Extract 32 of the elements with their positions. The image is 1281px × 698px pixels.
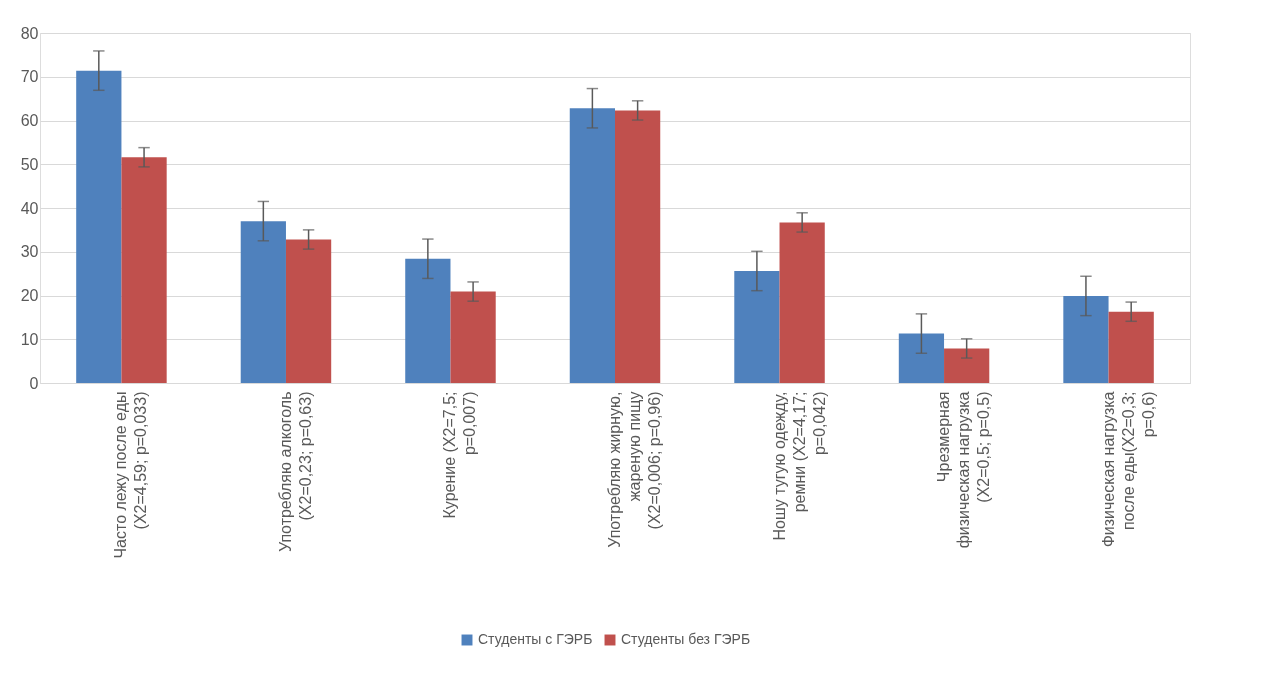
- bar: [285, 239, 332, 383]
- bar: [944, 348, 990, 383]
- bar: [898, 333, 945, 383]
- bar: [405, 258, 451, 383]
- bar: [76, 70, 122, 383]
- x-tick-label: Физическая нагрузка после еды(X2=0,3; p=0,6): [1099, 391, 1157, 548]
- bar: [1108, 311, 1154, 383]
- y-tick-label: 10: [20, 330, 39, 348]
- y-tick-label: 60: [20, 112, 39, 129]
- x-tick-label: Часто лежу после еды (X2=4,59; p=0,033): [112, 391, 150, 559]
- y-tick-label: 0: [29, 374, 39, 392]
- legend-label: Студенты с ГЭРБ: [478, 631, 593, 647]
- x-tick-label: Употребляю алкоголь (X2=0,23; p=0,63): [276, 391, 314, 553]
- x-tick-label: Чрезмерная физическая нагрузка (X2=0,5; p=0,5): [935, 391, 993, 549]
- bar: [779, 222, 825, 383]
- bar: [240, 221, 286, 383]
- y-tick-label: 20: [20, 287, 39, 304]
- x-tick-label: Курение (X2=7,5; p=0,007): [441, 391, 479, 519]
- bar: [569, 108, 615, 383]
- y-tick-label: 50: [20, 155, 39, 173]
- y-tick-label: 40: [20, 199, 39, 217]
- x-tick-label: Употребляю жирную, жареную пищу (X2=0,006; p=0,96): [606, 391, 663, 548]
- legend-label: Студенты без ГЭРБ: [621, 631, 751, 647]
- bar: [615, 110, 661, 383]
- y-tick-label: 30: [20, 243, 39, 261]
- bar: [450, 291, 496, 383]
- bar: [734, 271, 780, 383]
- bar: [121, 157, 167, 383]
- bar: [1063, 295, 1109, 383]
- y-tick-label: 80: [20, 24, 39, 42]
- y-tick-label: 70: [20, 68, 39, 86]
- x-tick-label: Ношу тугую одежду, ремни (X2=4,17; p=0,042): [770, 391, 828, 541]
